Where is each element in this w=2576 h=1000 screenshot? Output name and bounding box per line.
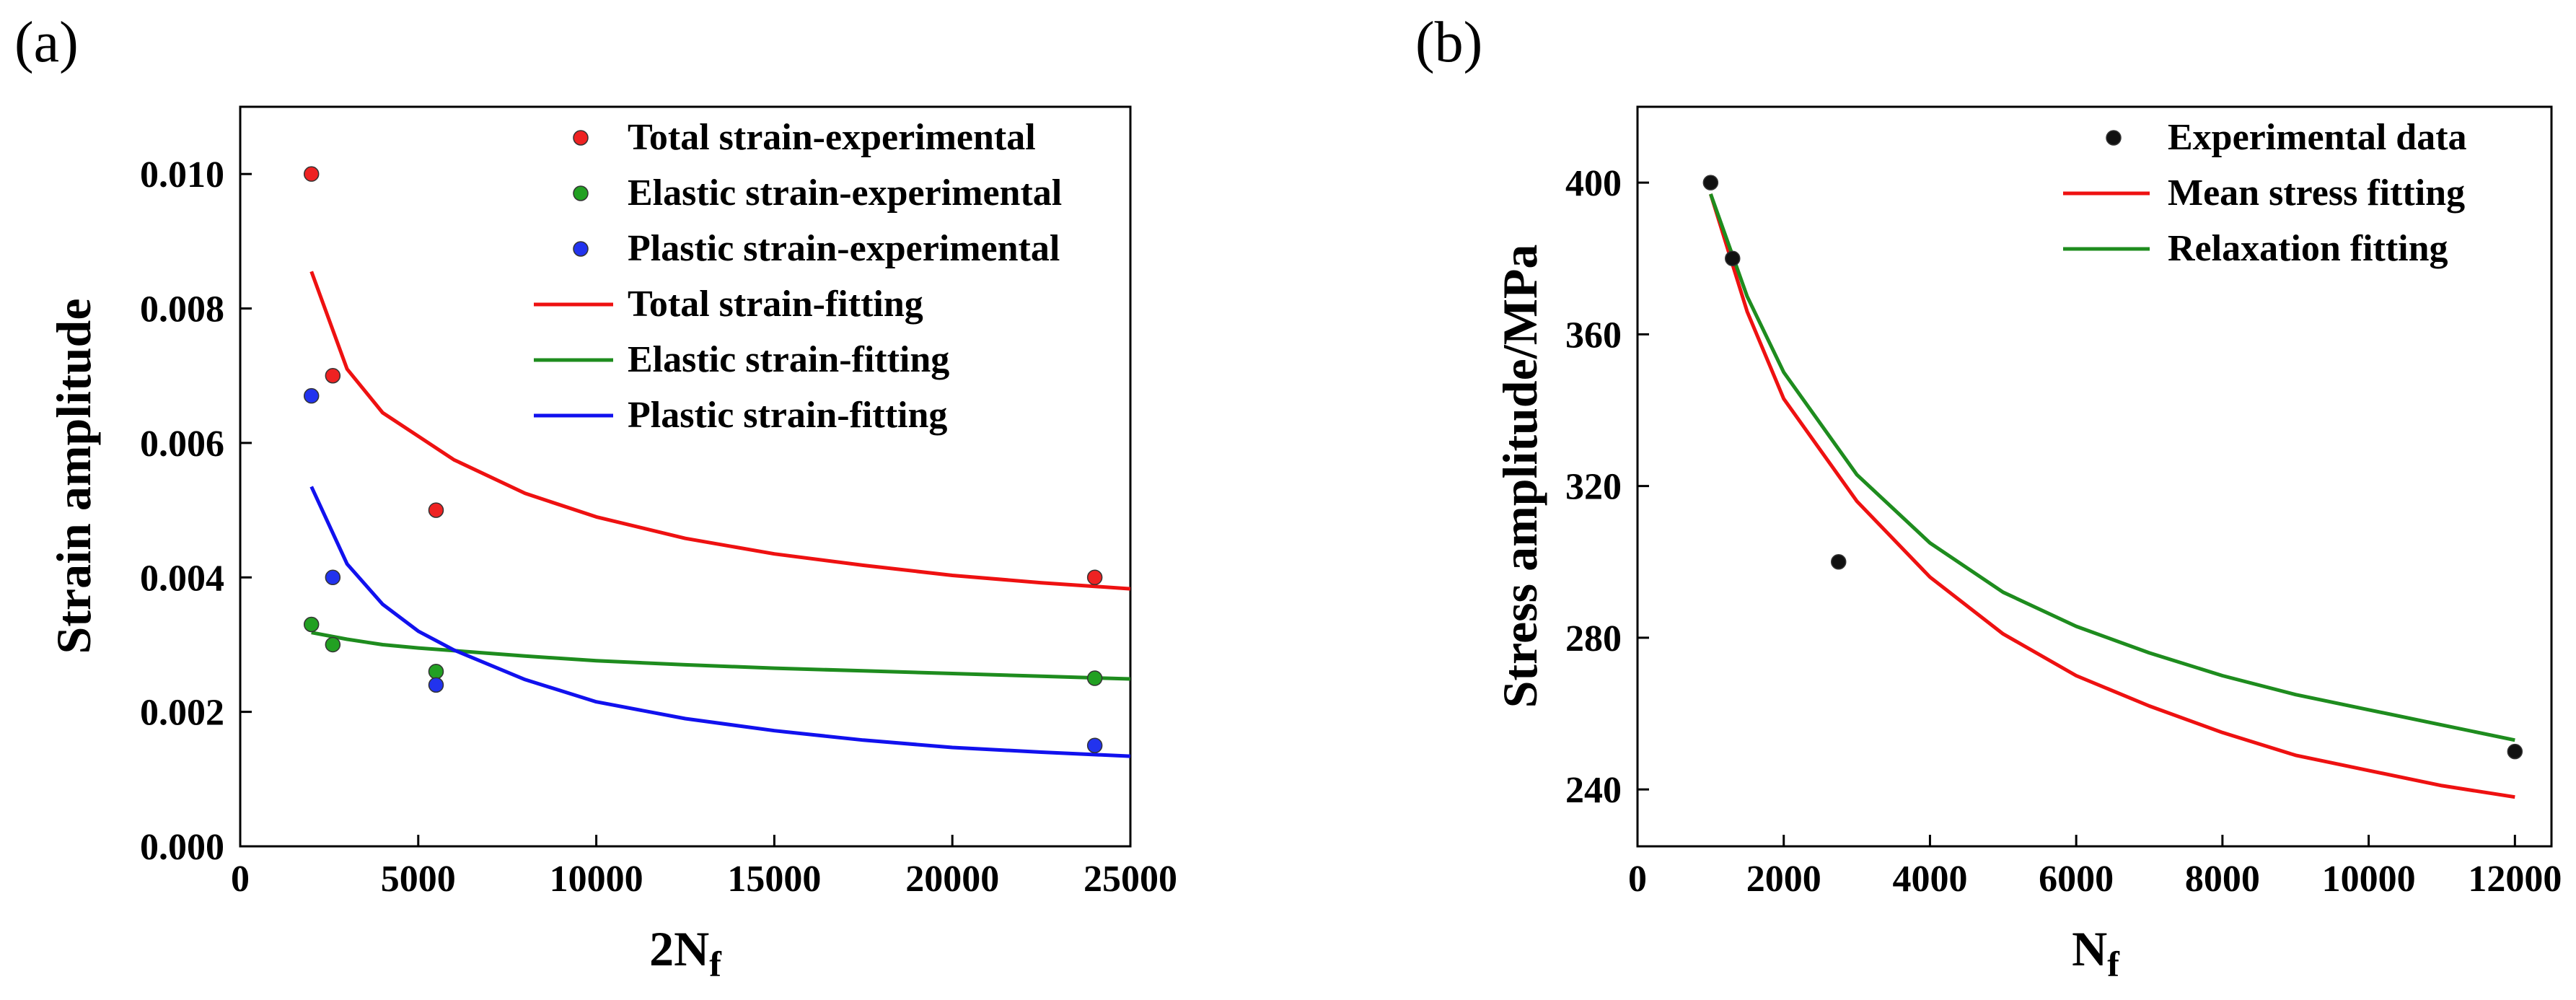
panel-label-a: (a) [14, 11, 79, 74]
data-point-elastic-strain-experimental [303, 616, 320, 633]
x-tick-label: 2000 [1746, 859, 1821, 900]
data-point-plastic-strain-experimental [428, 677, 444, 693]
legend-label-total-strain-experimental: Total strain-experimental [628, 117, 1036, 158]
y-tick-label: 280 [1565, 618, 1622, 659]
legend-swatch-elastic-strain-experimental [573, 185, 589, 201]
data-point-plastic-strain-experimental [1086, 737, 1103, 753]
chart-panel-a: (a) 0 5000 10000 15000 20000 25000 0.000 0.002… [14, 11, 1177, 984]
x-tick-label: 4000 [1892, 859, 1967, 900]
y-tick-label: 0.010 [140, 154, 224, 196]
x-axis-title-b: Nf [2072, 921, 2120, 984]
data-point-plastic-strain-experimental [303, 387, 320, 404]
y-tick-label: 240 [1565, 770, 1622, 811]
x-axis-title-sub-a: f [709, 944, 722, 984]
legend-swatch-total-strain-experimental [573, 130, 589, 146]
x-tick-label: 20000 [905, 859, 999, 900]
y-axis-title-b: Stress amplitude/MPa [1493, 245, 1547, 709]
legend-label-relaxation-fitting: Relaxation fitting [2168, 228, 2448, 269]
x-tick-label: 0 [1628, 859, 1647, 900]
x-axis-title-a: 2Nf [649, 921, 722, 984]
panel-label-b: (b) [1415, 11, 1482, 74]
series-line-elastic-strain-fitting [311, 631, 1131, 681]
data-point-elastic-strain-experimental [1086, 670, 1103, 686]
legend-label-experimental-data: Experimental data [2168, 117, 2467, 158]
legend-swatch-plastic-strain-experimental [573, 241, 589, 257]
plot-frame-b [1636, 105, 2553, 848]
data-point-total-strain-experimental [428, 502, 444, 518]
x-tick-label: 10000 [550, 859, 643, 900]
legend-swatch-experimental-data [2106, 130, 2122, 146]
series-line-mean-stress-fitting [1709, 193, 2515, 799]
legend-label-total-strain-fitting: Total strain-fitting [628, 284, 923, 325]
data-point-experimental-data [1830, 554, 1847, 570]
data-point-experimental-data [1725, 250, 1741, 267]
y-tick-label: 0.002 [140, 693, 224, 734]
series-line-plastic-strain-fitting [309, 486, 1131, 758]
legend-label-elastic-strain-fitting: Elastic strain-fitting [628, 339, 949, 380]
y-tick-label: 0.000 [140, 827, 224, 868]
data-point-total-strain-experimental [303, 166, 320, 182]
series-line-total-strain-fitting [309, 271, 1131, 591]
data-point-elastic-strain-experimental [325, 636, 341, 653]
y-tick-label: 0.008 [140, 289, 224, 330]
x-axis-title-main-b: N [2072, 921, 2107, 976]
data-point-elastic-strain-experimental [428, 663, 444, 680]
legend-label-elastic-strain-experimental: Elastic strain-experimental [628, 172, 1062, 214]
x-tick-label: 6000 [2039, 859, 2114, 900]
x-tick-label: 5000 [381, 859, 456, 900]
data-point-total-strain-experimental [325, 367, 341, 384]
legend-label-plastic-strain-fitting: Plastic strain-fitting [628, 395, 947, 436]
legend-label-plastic-strain-experimental: Plastic strain-experimental [628, 228, 1060, 269]
data-point-total-strain-experimental [1086, 569, 1103, 586]
y-axis-title-a: Strain amplitude [46, 298, 101, 654]
x-tick-label: 8000 [2185, 859, 2260, 900]
legend-label-mean-stress-fitting: Mean stress fitting [2168, 172, 2465, 214]
data-point-plastic-strain-experimental [325, 569, 341, 586]
plot-frame-a [239, 105, 1132, 848]
chart-panel-b: (b) 0 2000 4000 6000 8000 10000 12000 240 280 32… [1415, 11, 2562, 984]
x-axis-title-main-a: 2N [649, 921, 709, 976]
data-point-experimental-data [2507, 743, 2523, 760]
x-tick-label: 10000 [2322, 859, 2416, 900]
y-tick-label: 400 [1565, 163, 1622, 204]
y-tick-label: 0.006 [140, 424, 224, 465]
y-tick-label: 320 [1565, 467, 1622, 508]
x-tick-label: 25000 [1083, 859, 1177, 900]
data-point-experimental-data [1702, 175, 1719, 190]
y-tick-label: 360 [1565, 315, 1622, 356]
series-line-relaxation-fitting [1709, 193, 2515, 742]
x-tick-label: 0 [231, 859, 250, 900]
x-tick-label: 15000 [727, 859, 821, 900]
x-axis-title-sub-b: f [2107, 944, 2120, 984]
x-tick-label: 12000 [2468, 859, 2562, 900]
y-tick-label: 0.004 [140, 558, 224, 599]
